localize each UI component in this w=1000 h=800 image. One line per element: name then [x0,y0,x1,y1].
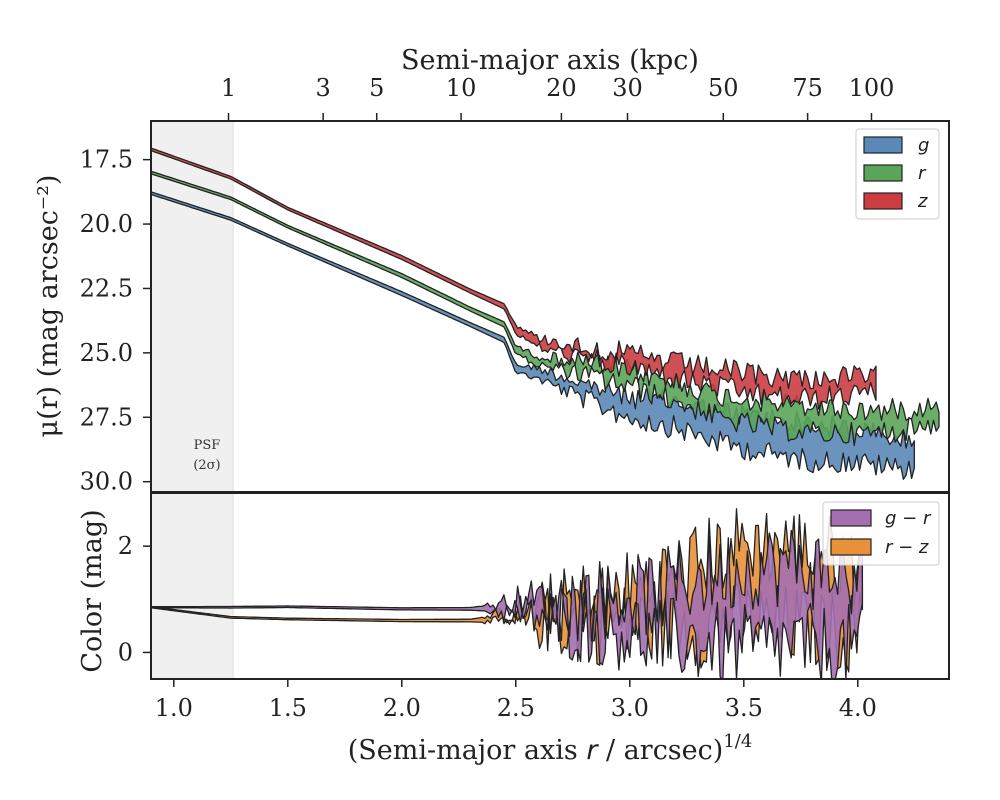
x-tick-label: 2.0 [383,694,421,722]
bottom-y-axis: 02 [118,532,151,666]
kpc-tick-label: 75 [792,74,823,102]
color-series [151,508,864,679]
legend-swatch-r [863,164,903,182]
legend-label-r: r [918,163,927,184]
bottom-y-axis-title: Color (mag) [77,509,108,672]
x-tick-label: 3.0 [611,694,649,722]
series-band-z [151,147,877,410]
surface-brightness-series [151,147,940,480]
x-tick-label: 1.0 [155,694,193,722]
x-title-var: r [586,735,599,766]
legend-label-z: z [917,191,928,212]
legend-swatch-color-1 [830,538,872,556]
x-title-prefix: (Semi-major axis [348,735,587,766]
x-tick-label: 3.5 [725,694,763,722]
psf-label-line2: (2σ) [193,458,220,473]
legend-bottom: g − r r − z [822,501,940,566]
legend-label-color-0: g − r [885,508,932,529]
series-band-r [151,170,940,447]
legend-swatch-g [863,136,903,154]
kpc-tick-label: 1 [221,74,236,102]
top-axis-title: Semi-major axis (kpc) [401,45,699,76]
kpc-tick-label: 3 [315,74,330,102]
legend-swatch-z [863,192,903,210]
legend-label-color-1: r − z [885,537,929,558]
kpc-tick-label: 30 [612,74,643,102]
x-tick-label: 4.0 [839,694,877,722]
x-tick-label: 1.5 [269,694,307,722]
kpc-tick-label: 5 [369,74,384,102]
legend-swatch-color-0 [830,509,872,527]
kpc-tick-label: 10 [446,74,477,102]
top-y-axis: 17.5 20.0 22.5 25.0 27.5 30.0 [80,146,151,496]
bottom-x-axis: 1.0 1.5 2.0 2.5 3.0 3.5 4.0 [155,679,877,722]
color-tick-label: 0 [118,638,133,666]
mu-tick-label: 17.5 [80,146,133,174]
psf-band-top [150,120,234,493]
mu-tick-label: 22.5 [80,274,133,302]
x-tick-label: 2.5 [497,694,535,722]
legend-top: grz [855,128,940,220]
mu-tick-label: 27.5 [80,403,133,431]
top-y-axis-title: μ(r) (mag arcsec⁻²) [33,175,64,438]
bottom-panel-frame [150,492,950,680]
kpc-tick-label: 100 [849,74,895,102]
mu-tick-label: 20.0 [80,210,133,238]
top-kpc-axis: 1 3 5 10 20 30 50 75 100 [221,74,895,121]
kpc-tick-label: 20 [546,74,577,102]
mu-tick-label: 25.0 [80,339,133,367]
kpc-tick-label: 50 [708,74,739,102]
x-title-middle: / arcsec) [597,735,723,766]
x-title-sup: 1/4 [723,731,752,752]
color-tick-label: 2 [118,532,133,560]
series-band-g [151,191,915,480]
psf-band-bottom [150,492,234,680]
mu-tick-label: 30.0 [80,468,133,496]
legend-label-g: g [918,135,929,156]
bottom-x-axis-title: (Semi-major axis r / arcsec)1/4 [348,731,753,766]
psf-label-line1: PSF [194,438,221,453]
